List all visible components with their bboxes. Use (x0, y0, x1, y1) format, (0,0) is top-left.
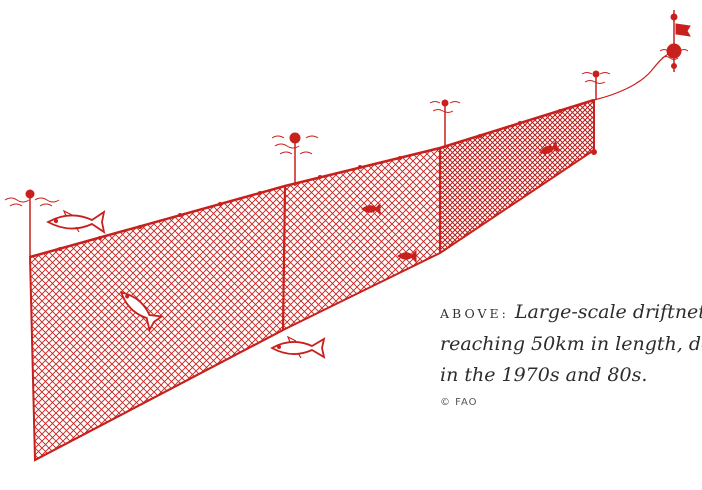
small-fish-net (361, 202, 381, 216)
flag-buoy (593, 10, 691, 101)
fish-top-left (46, 209, 106, 234)
caption-line-2: reaching 50km in length, deve (440, 333, 702, 355)
caption-line-3: in the 1970s and 80s. (440, 364, 648, 386)
net (28, 98, 595, 462)
fish-bottom (270, 335, 326, 359)
headrope (29, 98, 595, 259)
caption-label: ABOVE: (440, 306, 509, 321)
buoy-2 (271, 132, 319, 186)
net-panel-2 (282, 147, 441, 332)
buoy-1 (4, 189, 60, 257)
figure-caption: ABOVE: Large-scale driftnets reaching 50… (440, 297, 702, 408)
buoy-3 (429, 99, 461, 148)
photo-credit: © FAO (440, 397, 478, 408)
fish-caught-net (119, 291, 164, 333)
caption-line-1: Large-scale driftnets (514, 301, 702, 323)
small-fish-below (397, 249, 417, 263)
footrope (34, 149, 595, 461)
buoy-4 (581, 70, 611, 155)
small-fish-right (539, 140, 560, 154)
